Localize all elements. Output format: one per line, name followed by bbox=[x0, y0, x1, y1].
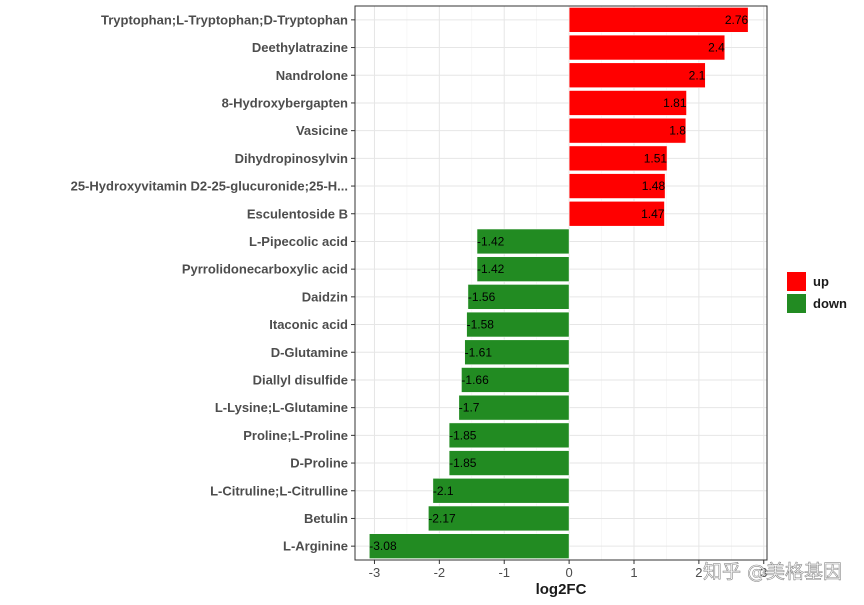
legend-label: down bbox=[813, 296, 847, 311]
bar bbox=[448, 450, 570, 476]
x-tick-label: -1 bbox=[498, 565, 510, 580]
watermark: 知乎 @美格基因 bbox=[703, 561, 842, 583]
x-axis-ticks: -3 -2 -1 0 1 2 3 bbox=[369, 560, 767, 580]
x-axis-title: log2FC bbox=[536, 581, 587, 598]
data-label: -1.61 bbox=[465, 345, 493, 359]
y-category-label: Vasicine bbox=[296, 123, 348, 138]
y-category-label: Pyrrolidonecarboxylic acid bbox=[182, 262, 348, 277]
y-category-label: Dihydropinosylvin bbox=[235, 151, 348, 166]
data-label: -2.1 bbox=[433, 484, 454, 498]
y-category-label: Daidzin bbox=[302, 289, 348, 304]
x-tick-label: -2 bbox=[434, 565, 446, 580]
data-labels: 2.762.42.11.81 1.81.51 1.48 1.47 -1.42 -1.42 -… bbox=[369, 13, 748, 553]
y-category-label: D-Proline bbox=[290, 456, 348, 471]
y-category-label: Deethylatrazine bbox=[252, 40, 348, 55]
y-category-label: Nandrolone bbox=[276, 68, 348, 83]
legend-key bbox=[787, 294, 806, 313]
x-tick-label: 1 bbox=[630, 565, 637, 580]
plot-panel bbox=[355, 6, 767, 560]
bar bbox=[568, 173, 666, 199]
bar bbox=[464, 339, 570, 366]
bar bbox=[568, 7, 749, 33]
data-label: -1.7 bbox=[459, 401, 480, 415]
data-label: 1.81 bbox=[663, 96, 687, 110]
bar bbox=[568, 34, 726, 61]
y-category-label: Esculentoside B bbox=[247, 206, 348, 221]
plot-border bbox=[354, 5, 768, 561]
y-category-label: L-Arginine bbox=[283, 539, 348, 554]
y-category-label: Diallyl disulfide bbox=[253, 372, 348, 387]
bar bbox=[568, 200, 665, 227]
data-label: -1.58 bbox=[467, 318, 495, 332]
bar bbox=[467, 284, 570, 310]
y-category-label: L-Lysine;L-Glutamine bbox=[215, 400, 348, 415]
y-category-label: 8-Hydroxybergapten bbox=[222, 95, 348, 110]
x-tick-label: -3 bbox=[369, 565, 381, 580]
y-category-label: Itaconic acid bbox=[269, 317, 348, 332]
data-label: -1.42 bbox=[477, 234, 505, 248]
data-label: -1.85 bbox=[449, 428, 477, 442]
y-category-label: L-Pipecolic acid bbox=[249, 234, 348, 249]
data-label: 1.47 bbox=[641, 207, 665, 221]
y-category-label: D-Glutamine bbox=[271, 345, 348, 360]
bar bbox=[476, 228, 570, 255]
data-label: 2.1 bbox=[689, 68, 706, 82]
legend-label: up bbox=[813, 274, 829, 289]
y-category-label: L-Citruline;L-Citrulline bbox=[210, 483, 348, 498]
bar bbox=[368, 533, 570, 559]
y-axis-category-labels: Tryptophan;L-Tryptophan;D-Tryptophan Deet… bbox=[71, 12, 355, 554]
data-label: -3.08 bbox=[369, 539, 397, 553]
data-label: -1.42 bbox=[477, 262, 505, 276]
data-label: -1.85 bbox=[449, 456, 477, 470]
x-tick-label: 3 bbox=[760, 565, 767, 580]
y-category-label: Proline;L-Proline bbox=[243, 428, 348, 443]
data-label: 1.48 bbox=[642, 179, 666, 193]
data-label: -1.66 bbox=[461, 373, 489, 387]
legend-key bbox=[787, 272, 806, 291]
data-label: -2.17 bbox=[428, 511, 456, 525]
bar bbox=[428, 505, 570, 532]
bar bbox=[476, 256, 570, 282]
legend: up down bbox=[787, 272, 847, 313]
data-label: 1.51 bbox=[644, 151, 668, 165]
data-label: -1.56 bbox=[468, 290, 496, 304]
y-category-label: Tryptophan;L-Tryptophan;D-Tryptophan bbox=[101, 12, 348, 27]
bar bbox=[466, 311, 570, 338]
y-category-label: Betulin bbox=[304, 511, 348, 526]
bar bbox=[568, 117, 687, 144]
bar bbox=[458, 394, 570, 421]
data-label: 2.76 bbox=[725, 13, 749, 27]
bar bbox=[448, 422, 570, 449]
data-label: 1.8 bbox=[669, 124, 686, 138]
data-label: 2.4 bbox=[708, 41, 725, 55]
x-tick-label: 2 bbox=[695, 565, 702, 580]
bar bbox=[568, 90, 687, 116]
bar bbox=[568, 62, 706, 89]
bar bbox=[432, 477, 570, 504]
bar bbox=[568, 145, 668, 172]
y-category-label: 25-Hydroxyvitamin D2-25-glucuronide;25-H… bbox=[71, 179, 348, 194]
x-tick-label: 0 bbox=[565, 565, 572, 580]
bars bbox=[368, 7, 749, 559]
bar bbox=[461, 367, 570, 393]
